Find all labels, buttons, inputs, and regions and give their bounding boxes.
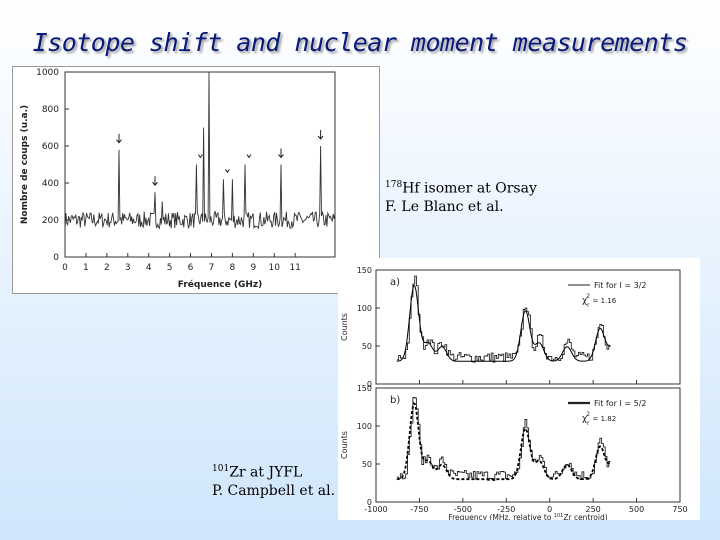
zr-y-tick-label: 100 [357, 422, 372, 431]
slide-title: Isotope shift and nuclear moment measure… [32, 28, 688, 57]
hf-x-axis-label: Fréquence (GHz) [178, 279, 262, 290]
hf-x-tick-label: 0 [62, 263, 68, 273]
hf-peak-arrow [152, 176, 158, 187]
hf-small-peak-marker [224, 169, 230, 174]
hf-y-tick-label: 800 [42, 105, 59, 115]
hf-peak-arrow [116, 133, 122, 144]
zr-data-histogram [396, 397, 611, 481]
hf-caption-line1: 178Hf isomer at Orsay [385, 176, 537, 198]
hf-y-tick-label: 200 [42, 216, 59, 226]
zr-y-tick-label: 100 [357, 304, 372, 313]
hf-x-tick-label: 10 [269, 263, 281, 273]
hf-y-tick-label: 1000 [36, 68, 59, 78]
zr-x-tick-label: -1000 [364, 505, 387, 514]
zr-fit-curve [396, 401, 611, 481]
hf-mass-number: 178 [385, 180, 403, 190]
hf-x-tick-label: 2 [104, 263, 110, 273]
zr-x-tick-label: -500 [454, 505, 472, 514]
zr-panel-label: a) [390, 277, 400, 288]
hf-peak-arrow [278, 148, 284, 159]
zr-x-tick-label: 500 [629, 505, 644, 514]
zr-chi-square: χ2 r= 1.16 [582, 293, 617, 309]
hf-y-axis-label: Nombre de coups (u.a.) [20, 105, 30, 224]
hf-y-tick-label: 600 [42, 142, 59, 152]
zr-x-tick-label: -750 [410, 505, 428, 514]
hf-caption-text: Hf isomer at Orsay [402, 180, 537, 197]
zr-y-tick-label: 50 [362, 460, 372, 469]
zr-spectrum-chart: 0 50 100 150 Counts a) Fit for I = 3/2 χ2 r= 1.1… [340, 266, 688, 522]
hf-spectrum-chart: 0 200 400 600 800 1000 0 1 2 3 4 5 6 7 8 9 10 11 Fréquence… [20, 68, 336, 290]
hf-caption: 178Hf isomer at Orsay F. Le Blanc et al. [385, 176, 537, 216]
hf-x-tick-label: 7 [209, 263, 215, 273]
zr-caption-text: Zr at JYFL [229, 464, 303, 481]
zr-x-tick-label: -250 [497, 505, 515, 514]
zr-y-tick-label: 0 [367, 380, 372, 389]
zr-y-tick-label: 50 [362, 342, 372, 351]
hf-x-tick-label: 4 [146, 263, 152, 273]
zr-x-tick-label: 250 [586, 505, 601, 514]
zr-plot-frame [375, 269, 681, 385]
zr-y-axis-label: Counts [340, 313, 349, 341]
hf-y-tick-label: 0 [53, 253, 59, 263]
hf-plot-frame [64, 71, 336, 258]
zr-y-tick-label: 0 [367, 498, 372, 507]
zr-legend-label: Fit for I = 3/2 [594, 281, 647, 290]
hf-small-peak-marker [197, 154, 203, 159]
hf-x-tick-label: 9 [250, 263, 256, 273]
zr-data-histogram [396, 275, 611, 363]
hf-x-tick-label: 1 [83, 263, 89, 273]
hf-caption-line2: F. Le Blanc et al. [385, 198, 504, 215]
hf-x-tick-label: 8 [230, 263, 236, 273]
zr-y-tick-label: 150 [357, 384, 372, 393]
zr-fit-curve [396, 284, 611, 362]
zr-caption: 101Zr at JYFL P. Campbell et al. [212, 460, 335, 500]
hf-peak-arrow [317, 130, 324, 140]
hf-x-tick-label: 6 [188, 263, 194, 273]
hf-x-tick-label: 11 [289, 263, 300, 273]
hf-spectrum-line [64, 71, 336, 230]
zr-chi-square: χ2 r= 1.82 [582, 411, 616, 427]
hf-y-tick-label: 400 [42, 179, 59, 189]
zr-x-axis-label: Frequency (MHz, relative to 101Zr centro… [448, 513, 607, 520]
hf-x-tick-label: 5 [167, 263, 173, 273]
hf-small-peak-marker [246, 154, 252, 159]
hf-x-tick-label: 3 [125, 263, 131, 273]
zr-y-tick-label: 150 [357, 266, 372, 275]
zr-mass-number: 101 [212, 464, 230, 474]
zr-caption-line1: 101Zr at JYFL [212, 460, 335, 482]
zr-plot-frame [375, 387, 681, 503]
zr-legend-label: Fit for I = 5/2 [594, 399, 647, 408]
zr-panel-label: b) [390, 395, 400, 406]
zr-spectrum-panel: 0 50 100 150 Counts a) Fit for I = 3/2 χ2 r= 1.1… [338, 258, 700, 522]
zr-y-axis-label: Counts [340, 431, 349, 459]
hf-spectrum-panel: 0 200 400 600 800 1000 0 1 2 3 4 5 6 7 8 9 10 11 Fréquence… [12, 66, 380, 294]
zr-x-tick-label: 750 [672, 505, 687, 514]
zr-caption-line2: P. Campbell et al. [212, 482, 336, 499]
zr-x-tick-label: 0 [547, 505, 552, 514]
